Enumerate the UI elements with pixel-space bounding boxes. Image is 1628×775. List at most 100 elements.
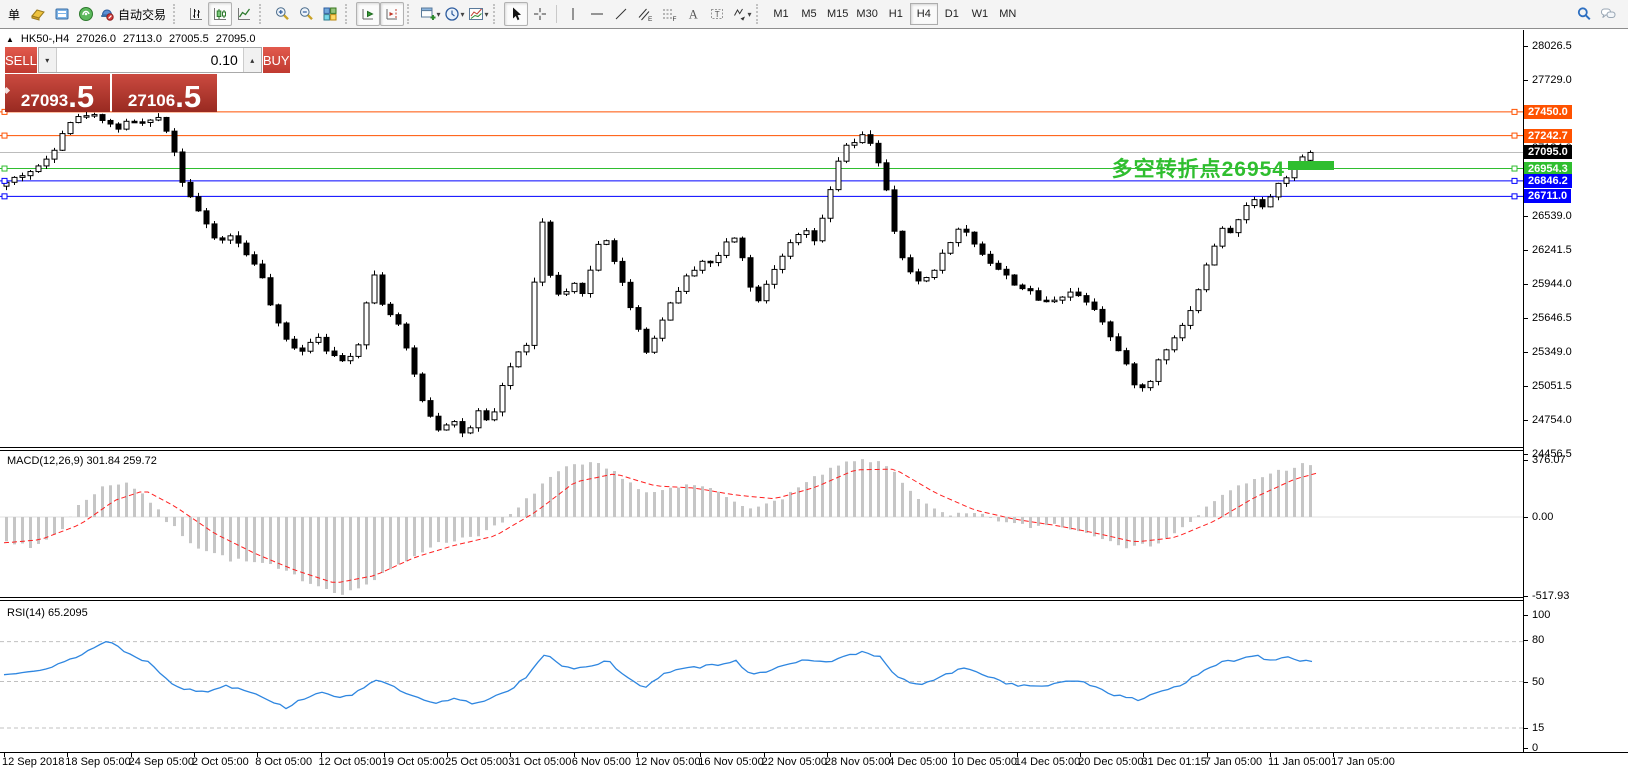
templates-icon (468, 6, 484, 22)
panel-separator[interactable] (0, 597, 1523, 598)
panel-separator[interactable] (0, 450, 1523, 451)
line-handle[interactable] (1511, 165, 1518, 172)
text-button[interactable]: A (681, 2, 705, 26)
candle-body (1195, 289, 1202, 312)
bar-chart-button[interactable] (184, 2, 208, 26)
rsi-panel[interactable] (0, 601, 1523, 752)
equidistant-channel-button[interactable]: E (633, 2, 657, 26)
candle-body (11, 176, 18, 183)
sell-price-display[interactable]: 27093 .5 (5, 74, 110, 112)
text-label-button[interactable]: T (705, 2, 729, 26)
trendline-button[interactable] (609, 2, 633, 26)
chat-button[interactable] (1596, 2, 1620, 26)
line-handle[interactable] (1511, 177, 1518, 184)
line-handle[interactable] (1511, 193, 1518, 200)
candle-body (291, 338, 298, 349)
candle-body (1067, 291, 1074, 298)
candle-body (515, 351, 522, 368)
candle-body (763, 283, 770, 302)
fibonacci-button[interactable]: F (657, 2, 681, 26)
candle-body (483, 410, 490, 421)
navigator-icon (78, 6, 94, 22)
rsi-label: RSI(14) 65.2095 (7, 607, 88, 619)
buy-button[interactable]: BUY (262, 47, 290, 73)
candle-body (427, 400, 434, 417)
candle-body (507, 366, 514, 387)
autotrading-button[interactable]: 自动交易 (98, 2, 170, 26)
candle-body (843, 144, 850, 162)
tf-H1[interactable]: H1 (888, 8, 903, 20)
candle-body (1203, 264, 1210, 291)
svg-text:T: T (715, 10, 720, 19)
candle-body (1131, 363, 1138, 386)
candle-body (51, 149, 58, 160)
chart-shift-button[interactable] (380, 2, 405, 26)
candle-body (923, 277, 930, 282)
line-handle[interactable] (1511, 108, 1518, 115)
price-tick-25051.5-dash (1524, 386, 1528, 387)
sell-button[interactable]: SELL (5, 47, 37, 73)
new-chart-button[interactable]: ▾ (418, 2, 442, 26)
candle-body (1163, 349, 1170, 361)
volume-decrease-button[interactable]: ▾ (38, 48, 57, 72)
line-chart-button[interactable] (232, 2, 256, 26)
zoom-out-button[interactable] (294, 2, 318, 26)
arrows-button[interactable]: ▾ (729, 2, 753, 26)
tf-H4[interactable]: H4 (909, 3, 938, 25)
zoom-in-button[interactable] (270, 2, 294, 26)
tf-MN[interactable]: MN (999, 8, 1017, 20)
candle-body (67, 122, 74, 135)
volume-increase-button[interactable]: ▴ (242, 48, 261, 72)
crosshair-button[interactable] (528, 2, 552, 26)
date-tick (1080, 753, 1082, 757)
candle-body (1187, 310, 1194, 326)
candle-body (603, 240, 610, 245)
profiles-button[interactable]: ▾ (442, 2, 466, 26)
rsi-tick-0-dash (1524, 748, 1528, 749)
candlestick-chart-button[interactable] (208, 2, 233, 26)
candle-body (35, 165, 42, 173)
candle-body (619, 260, 626, 283)
templates-button[interactable]: ▾ (466, 2, 490, 26)
tf-W1[interactable]: W1 (971, 8, 989, 20)
candle-body (723, 241, 730, 256)
date-tick (1333, 753, 1335, 757)
panel-separator[interactable] (0, 447, 1523, 448)
macd-panel[interactable] (0, 450, 1523, 597)
candle-body (667, 302, 674, 321)
cursor-button[interactable] (504, 2, 529, 26)
collapse-panel-icon[interactable]: ▲ (6, 34, 14, 44)
candle-body (27, 171, 34, 177)
tf-M30[interactable]: M30 (856, 8, 878, 20)
tf-M1[interactable]: M1 (773, 8, 789, 20)
tf-M5[interactable]: M5 (801, 8, 817, 20)
tf-D1[interactable]: D1 (944, 8, 959, 20)
line-handle[interactable] (1511, 132, 1518, 139)
line-handle[interactable] (1, 193, 8, 200)
vertical-line-button[interactable] (561, 2, 585, 26)
auto-scroll-button[interactable] (356, 2, 381, 26)
chart-shift-icon (384, 6, 400, 22)
line-handle[interactable] (1, 165, 8, 172)
buy-price-display[interactable]: 27106 .5 (112, 74, 217, 112)
price-tag-27450.0: 27450.0 (1524, 104, 1572, 119)
tf-M15[interactable]: M15 (827, 8, 849, 20)
market-watch-icon[interactable] (26, 2, 50, 26)
volume-input[interactable] (56, 48, 243, 72)
horizontal-line-button[interactable] (585, 2, 609, 26)
date-label-21: 11 Jan 05:00 (1268, 756, 1331, 768)
price-tick-24754.0: 24754.0 (1532, 414, 1572, 426)
highlight-segment[interactable] (1288, 161, 1334, 170)
line-handle[interactable] (1, 177, 8, 184)
line-handle[interactable] (1, 132, 8, 139)
data-window-icon[interactable] (50, 2, 74, 26)
navigator-icon[interactable] (74, 2, 98, 26)
volume-stepper: ▾ ▴ (37, 47, 262, 73)
candle-body (779, 255, 786, 270)
new-order-partial[interactable]: 单 (2, 2, 26, 26)
search-button[interactable] (1572, 2, 1596, 26)
price-chart[interactable] (0, 30, 1523, 447)
chart-window[interactable]: 28026.527729.027431.527134.026836.526539… (0, 29, 1628, 775)
panel-separator[interactable] (0, 600, 1523, 601)
tile-windows-button[interactable] (318, 2, 342, 26)
